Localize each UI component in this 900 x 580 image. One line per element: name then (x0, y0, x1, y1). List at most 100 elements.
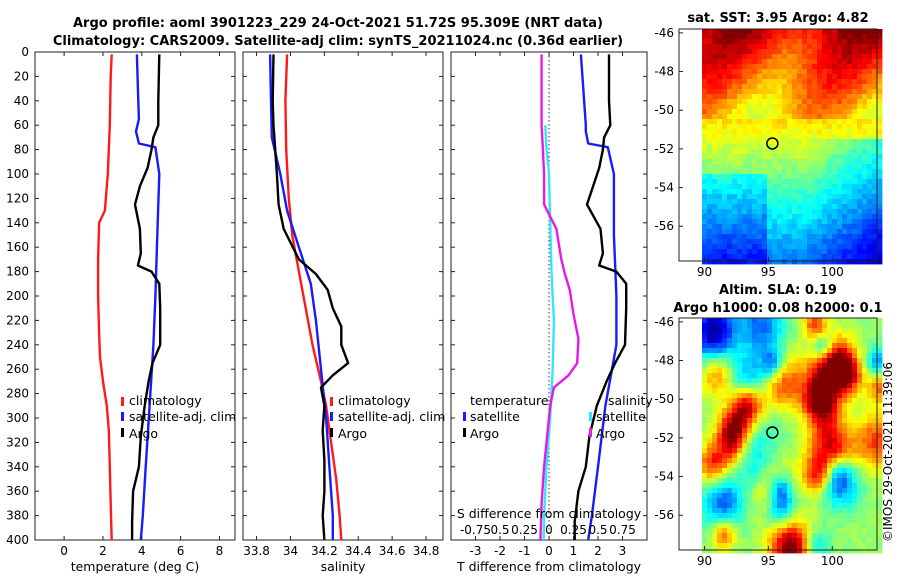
map-cell (772, 483, 778, 489)
map-cell (737, 353, 743, 359)
sst-field (702, 29, 883, 265)
map-cell (782, 144, 788, 150)
map-cell (867, 234, 873, 240)
map-cell (762, 373, 768, 379)
map-cell (837, 134, 843, 140)
map-cell (772, 378, 778, 384)
map-cell (807, 184, 813, 190)
map-cell (712, 39, 718, 45)
map-cell (727, 34, 733, 40)
map-cell (797, 139, 803, 145)
map-cell (822, 224, 828, 230)
map-cell (777, 543, 783, 549)
map-cell (757, 373, 763, 379)
map-cell (737, 458, 743, 464)
map-cell (817, 463, 823, 469)
map-cell (717, 348, 723, 354)
map-cell (862, 458, 868, 464)
map-cell (852, 149, 858, 155)
map-cell (702, 99, 708, 105)
map-cell (812, 418, 818, 424)
map-cell (832, 373, 838, 379)
map-cell (737, 423, 743, 429)
map-cell (727, 518, 733, 524)
map-cell (762, 204, 768, 210)
map-cell (867, 249, 873, 255)
map-cell (762, 478, 768, 484)
map-cell (777, 513, 783, 519)
map-cell (842, 518, 848, 524)
map-cell (812, 29, 818, 35)
map-cell (752, 443, 758, 449)
lat-tick-label: -48 (654, 65, 674, 79)
map-cell (782, 179, 788, 185)
map-cell (812, 254, 818, 260)
map-cell (832, 229, 838, 235)
map-cell (737, 343, 743, 349)
map-cell (712, 209, 718, 215)
map-cell (837, 139, 843, 145)
map-cell (722, 259, 728, 265)
map-cell (867, 513, 873, 519)
map-cell (717, 134, 723, 140)
map-cell (807, 368, 813, 374)
map-cell (707, 468, 713, 474)
map-cell (772, 503, 778, 509)
map-cell (747, 548, 753, 554)
map-cell (832, 204, 838, 210)
map-cell (832, 328, 838, 334)
map-cell (802, 378, 808, 384)
map-cell (752, 478, 758, 484)
map-cell (742, 533, 748, 539)
map-cell (707, 134, 713, 140)
map-cell (847, 174, 853, 180)
map-cell (717, 403, 723, 409)
map-cell (847, 353, 853, 359)
map-cell (782, 468, 788, 474)
map-cell (832, 538, 838, 544)
map-cell (792, 508, 798, 514)
map-cell (752, 249, 758, 255)
map-cell (817, 34, 823, 40)
map-cell (827, 74, 833, 80)
map-cell (832, 109, 838, 115)
map-cell (777, 224, 783, 230)
map-cell (772, 239, 778, 245)
map-cell (737, 69, 743, 75)
x-tick-label: -2 (494, 544, 506, 558)
map-cell (792, 79, 798, 85)
map-cell (717, 64, 723, 70)
map-cell (872, 408, 878, 414)
map-cell (712, 378, 718, 384)
map-cell (812, 244, 818, 250)
map-cell (737, 49, 743, 55)
map-cell (752, 538, 758, 544)
map-cell (872, 209, 878, 215)
map-cell (747, 114, 753, 120)
map-cell (762, 209, 768, 215)
map-cell (787, 358, 793, 364)
map-cell (747, 338, 753, 344)
map-cell (717, 363, 723, 369)
map-cell (872, 54, 878, 60)
map-cell (857, 249, 863, 255)
map-cell (812, 443, 818, 449)
map-cell (872, 199, 878, 205)
map-cell (822, 79, 828, 85)
map-cell (762, 64, 768, 70)
map-cell (862, 64, 868, 70)
map-cell (707, 333, 713, 339)
map-cell (707, 189, 713, 195)
map-cell (807, 543, 813, 549)
map-cell (817, 433, 823, 439)
map-cell (752, 508, 758, 514)
map-cell (777, 368, 783, 374)
map-cell (807, 513, 813, 519)
map-cell (742, 124, 748, 130)
map-cell (742, 393, 748, 399)
map-cell (732, 214, 738, 220)
map-cell (712, 194, 718, 200)
map-cell (847, 323, 853, 329)
map-cell (802, 478, 808, 484)
map-cell (717, 89, 723, 95)
